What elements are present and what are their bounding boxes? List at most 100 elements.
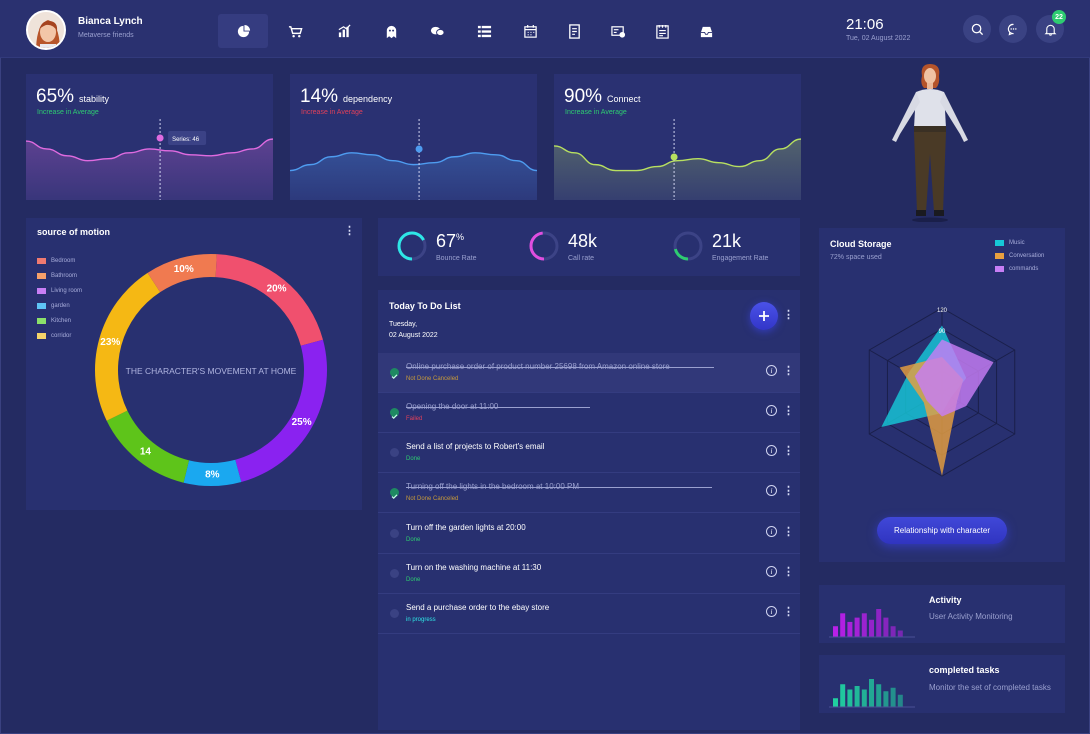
messages-button[interactable]: [999, 15, 1027, 43]
todo-item[interactable]: Opening the door at 11:00 Failed i ⋮: [378, 393, 800, 433]
todo-checkbox[interactable]: [390, 569, 399, 578]
stat-percent: 90%: [564, 86, 603, 107]
kpi-text: 48k Call rate: [568, 231, 597, 262]
legend-item: Living room: [37, 288, 82, 294]
todo-item-menu-button[interactable]: ⋮: [783, 485, 794, 497]
todo-text: Turn on the washing machine at 11:30: [406, 563, 542, 572]
info-icon[interactable]: i: [766, 606, 777, 617]
legend-swatch: [37, 303, 46, 309]
kpi-ring: [673, 231, 703, 261]
nav-list-button[interactable]: [462, 14, 506, 48]
todo-item-menu-button[interactable]: ⋮: [783, 606, 794, 618]
nav-media-card-button[interactable]: [596, 14, 640, 48]
todo-status: Done: [406, 537, 421, 543]
search-button[interactable]: [963, 15, 991, 43]
nav-bar-chart-button[interactable]: [322, 14, 366, 48]
donut-slice-bathroom[interactable]: [147, 254, 217, 293]
chat-bubbles-icon: [430, 26, 445, 36]
info-icon[interactable]: i: [766, 526, 777, 537]
stat-area: [554, 139, 801, 200]
stat-value: 14% dependency: [300, 86, 392, 108]
todo-item[interactable]: Send a purchase order to the ebay store i…: [378, 594, 800, 634]
nav-chat-bubbles-button[interactable]: [415, 14, 459, 48]
motion-panel: source of motion ⋮ Bedroom Bathroom Living…: [26, 218, 362, 510]
info-icon[interactable]: i: [766, 485, 777, 496]
todo-checkbox[interactable]: [390, 529, 399, 538]
legend-item: commands: [995, 266, 1044, 272]
mini-bar: [833, 698, 838, 707]
todo-item[interactable]: Turn off the garden lights at 20:00 Done i…: [378, 514, 800, 554]
cloud-sub: 72% space used: [830, 254, 882, 261]
search-icon: [971, 23, 983, 35]
stat-percent: 14%: [300, 86, 339, 107]
todo-checkbox[interactable]: [390, 368, 399, 380]
legend-swatch: [37, 273, 46, 279]
todo-status: Done: [406, 577, 421, 583]
stat-marker-point[interactable]: [670, 153, 678, 161]
relationship-button[interactable]: Relationship with character: [877, 517, 1007, 544]
nav-pie-chart-button[interactable]: [218, 14, 268, 48]
nav-cart-button[interactable]: [273, 14, 317, 48]
kpi-panel: 67% Bounce Rate 48k Call rate 21k Engagement …: [378, 218, 800, 276]
completed-sub: Monitor the set of completed tasks: [929, 683, 1051, 692]
todo-item[interactable]: Send a list of projects to Robert's emai…: [378, 433, 800, 473]
mini-bar: [883, 617, 889, 637]
cloud-radar-chart: 120 90: [868, 307, 1016, 477]
stat-line: [26, 138, 273, 162]
stat-line-chart: [290, 119, 537, 200]
stat-subtitle: Increase in Average: [301, 109, 363, 116]
todo-item[interactable]: Turn on the washing machine at 11:30 Done…: [378, 554, 800, 594]
nav-ghost-button[interactable]: [369, 14, 413, 48]
info-icon[interactable]: i: [766, 445, 777, 456]
nav-notes-button[interactable]: [640, 14, 684, 48]
add-task-button[interactable]: [750, 302, 778, 330]
document-icon: [568, 23, 580, 39]
calendar-icon: [523, 24, 537, 38]
stat-tooltip-text: Series: 46: [172, 137, 200, 143]
stat-marker-point[interactable]: [415, 145, 423, 153]
info-icon[interactable]: i: [766, 405, 777, 416]
stat-line: [290, 152, 537, 172]
mini-bar: [840, 613, 846, 637]
todo-checkbox[interactable]: [390, 448, 399, 457]
motion-menu-button[interactable]: ⋮: [344, 225, 355, 237]
todo-checkbox[interactable]: [390, 609, 399, 618]
todo-item[interactable]: Turning off the lights in the bedroom at…: [378, 473, 800, 513]
mini-bar: [840, 684, 846, 707]
todo-checkbox[interactable]: [390, 408, 399, 420]
todo-item-menu-button[interactable]: ⋮: [783, 566, 794, 578]
radar-series-commands[interactable]: [914, 339, 994, 417]
nav-inbox-button[interactable]: [684, 14, 728, 48]
donut-slice-corridor[interactable]: [95, 272, 161, 421]
chat-icon: [1007, 23, 1017, 36]
donut-slice-garden[interactable]: [183, 459, 242, 487]
donut-slice-living-room[interactable]: [235, 339, 327, 482]
todo-menu-button[interactable]: ⋮: [783, 309, 794, 321]
todo-item-menu-button[interactable]: ⋮: [783, 445, 794, 457]
donut-slice-kitchen[interactable]: [106, 410, 190, 483]
kpi-ring: [529, 231, 559, 261]
stat-name: dependency: [343, 94, 393, 104]
cloud-legend: Music Conversation commands: [995, 240, 1044, 279]
todo-item[interactable]: Online purchase order of product number …: [378, 353, 800, 393]
todo-item-menu-button[interactable]: ⋮: [783, 365, 794, 377]
kpi-label: Bounce Rate: [436, 254, 477, 262]
kpi-label: Call rate: [568, 254, 595, 262]
list-icon: [477, 25, 491, 37]
todo-status: Not Done Canceled: [406, 496, 459, 502]
ghost-icon: [386, 25, 396, 38]
donut-slice-bedroom[interactable]: [215, 254, 323, 346]
info-icon[interactable]: i: [766, 566, 777, 577]
donut-label: 10%: [174, 264, 194, 275]
stat-percent: 65%: [36, 86, 75, 107]
avatar[interactable]: [26, 10, 66, 50]
todo-item-menu-button[interactable]: ⋮: [783, 526, 794, 538]
nav-calendar-button[interactable]: [508, 14, 552, 48]
nav-document-button[interactable]: [552, 14, 596, 48]
top-bar: Bianca Lynch Metaverse friends 21:06 Tue…: [0, 0, 1090, 58]
todo-item-menu-button[interactable]: ⋮: [783, 405, 794, 417]
stat-subtitle: Increase in Average: [37, 109, 99, 116]
info-icon[interactable]: i: [766, 365, 777, 376]
stat-marker-point[interactable]: [156, 134, 164, 142]
todo-checkbox[interactable]: [390, 488, 399, 500]
